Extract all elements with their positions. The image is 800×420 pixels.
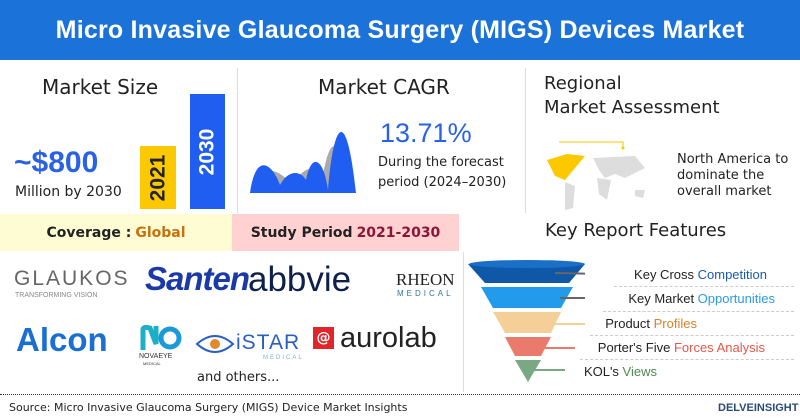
regional-line2: dominate the	[677, 168, 765, 183]
istar-sub: MEDICAL	[263, 355, 304, 361]
abbvie-logo: abbvie	[248, 260, 352, 299]
market-size-subtitle: Million by 2030	[15, 184, 122, 200]
regional-description: North America to dominate the overall mark…	[677, 152, 788, 200]
divider	[614, 286, 794, 287]
feature-highlight: Forces Analysis	[673, 340, 765, 355]
bar-2021-label: 2021	[146, 154, 169, 201]
feature-highlight: Profiles	[653, 316, 697, 331]
delveinsight-logo: DELVEINSIGHT	[718, 402, 799, 414]
feature-item: Product Profiles	[605, 316, 697, 332]
rheon-logo: RHEON	[396, 270, 455, 289]
aurolab-icon: @	[313, 327, 334, 349]
divider	[580, 359, 794, 360]
glaukos-logo: GLAUKOS	[14, 267, 130, 290]
regional-line1: North America to	[677, 152, 789, 167]
feature-item: KOL's Views	[584, 364, 657, 380]
novaeye-sub: MEDICAL	[143, 361, 161, 366]
coverage-label: Coverage :	[46, 224, 132, 241]
regional-heading-1: Regional	[544, 73, 622, 94]
feature-text: Key Cross	[634, 267, 698, 282]
market-size-value: ~$800	[14, 146, 99, 179]
bar-2021: 2021	[140, 146, 176, 209]
cagr-line1: During the forecast	[378, 155, 504, 170]
feature-highlight: Opportunities	[697, 291, 775, 306]
bar-2030-label: 2030	[195, 128, 219, 175]
feature-text: Product	[605, 316, 654, 331]
feature-highlight: Views	[622, 364, 657, 379]
cagr-value: 13.71%	[380, 118, 472, 148]
cagr-description: During the forecast period (2024–2030)	[378, 153, 506, 193]
divider	[525, 68, 526, 213]
rheon-sub: MEDICAL	[397, 289, 454, 298]
istar-eye-icon	[195, 335, 235, 353]
feature-item: Key Cross Competition	[634, 267, 767, 283]
feature-text: KOL's	[583, 364, 623, 379]
aurolab-logo: aurolab	[340, 322, 437, 354]
feature-highlight: Competition	[697, 267, 767, 282]
world-map-icon	[547, 141, 645, 210]
study-value: 2021-2030	[356, 224, 441, 241]
study-period-banner: Study Period 2021-2030	[232, 214, 459, 251]
santen-logo: Santen	[145, 260, 250, 297]
features-heading: Key Report Features	[545, 220, 727, 241]
novaeye-icon	[140, 324, 182, 350]
regional-heading: Regional Market Assessment	[544, 72, 720, 120]
glaukos-tagline: TRANSFORMING VISION	[15, 292, 98, 299]
market-size-heading: Market Size	[42, 75, 159, 99]
others-text: and others...	[197, 370, 280, 385]
divider	[463, 252, 464, 392]
source-text: Source: Micro Invasive Glaucoma Surgery …	[9, 401, 408, 414]
coverage-value: Global	[135, 224, 186, 241]
feature-item: Key Market Opportunities	[628, 291, 775, 307]
cagr-line2: period (2024–2030)	[378, 175, 507, 190]
bar-2030: 2030	[190, 94, 225, 209]
novaeye-logo: NOVAEYE	[139, 353, 173, 360]
regional-heading-2: Market Assessment	[544, 97, 720, 118]
coverage-banner: Coverage : Global	[0, 214, 232, 251]
feature-item: Porter's Five Forces Analysis	[598, 340, 765, 356]
feature-text: Key Market	[628, 291, 698, 306]
divider	[603, 311, 794, 312]
divider	[237, 68, 238, 213]
divider	[590, 335, 794, 336]
istar-logo: iSTAR	[236, 331, 301, 354]
page-title: Micro Invasive Glaucoma Surgery (MIGS) D…	[0, 0, 800, 60]
study-label: Study Period	[250, 224, 353, 241]
regional-line3: overall market	[677, 184, 772, 199]
footer-divider	[0, 394, 800, 395]
funnel-icon	[468, 260, 585, 382]
cagr-heading: Market CAGR	[318, 75, 450, 99]
wave-chart-icon	[250, 131, 356, 193]
alcon-logo: Alcon	[16, 321, 108, 358]
feature-text: Porter's Five	[597, 340, 674, 355]
